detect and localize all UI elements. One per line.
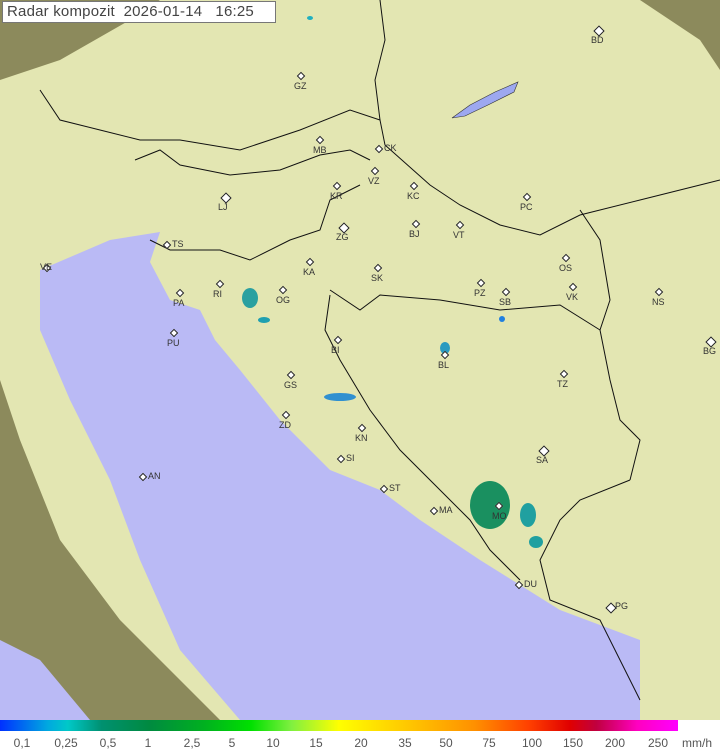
place-label: BG <box>703 346 717 356</box>
place-label: KC <box>407 191 420 201</box>
place-label: SA <box>536 455 549 465</box>
place-label: AN <box>148 471 161 481</box>
place-label: GS <box>284 380 298 390</box>
tyrrhenian-corner <box>0 640 90 720</box>
place-label: VZ <box>368 176 380 186</box>
legend-tick: 150 <box>562 736 584 750</box>
legend-tick: 75 <box>482 736 496 750</box>
place-label: KA <box>303 267 316 277</box>
legend-tick: 10 <box>266 736 280 750</box>
adriatic-sea <box>40 232 640 720</box>
legend-tick: 5 <box>228 736 236 750</box>
legend-tick: 0,25 <box>54 736 78 750</box>
place-label: PZ <box>474 288 486 298</box>
place-label: TZ <box>557 379 568 389</box>
country-borders <box>39 0 720 701</box>
place-label: CK <box>384 143 397 153</box>
place-label: ZD <box>279 420 291 430</box>
legend-unit: mm/h <box>682 736 712 750</box>
place-label: PC <box>520 202 533 212</box>
place-label: ZG <box>336 232 349 242</box>
precipitation-legend: 0,1 0,25 0,5 1 2,5 5 10 15 20 35 50 75 100 150 200 250 … <box>0 720 720 751</box>
place-label: SI <box>346 453 355 463</box>
legend-tick: 250 <box>647 736 669 750</box>
place-label: KR <box>330 191 343 201</box>
map-title: Radar kompozit 2026-01-14 16:25 <box>2 1 276 23</box>
place-label: GZ <box>294 81 307 91</box>
place-label: DU <box>524 579 537 589</box>
place-label: SB <box>499 297 512 307</box>
legend-tick: 200 <box>604 736 626 750</box>
place-label: BI <box>331 345 340 355</box>
place-label: BD <box>591 35 604 45</box>
legend-tick: 50 <box>439 736 453 750</box>
place-label: BJ <box>409 229 420 239</box>
map-canvas <box>0 0 720 720</box>
place-label: SK <box>371 273 384 283</box>
place-label: MO <box>492 511 507 521</box>
place-label: PU <box>167 338 180 348</box>
place-label: OS <box>559 263 573 273</box>
legend-tick: 35 <box>398 736 412 750</box>
place-label: PG <box>615 601 629 611</box>
place-label: NS <box>652 297 665 307</box>
legend-tick: 0,1 <box>13 736 31 750</box>
place-label: ST <box>389 483 401 493</box>
lake-balaton <box>451 81 519 119</box>
place-label: TS <box>172 239 184 249</box>
legend-tick: 1 <box>144 736 152 750</box>
radar-echoes <box>242 16 543 548</box>
place-label: VT <box>453 230 465 240</box>
legend-tick: 2,5 <box>183 736 201 750</box>
place-label: VE <box>40 262 53 272</box>
place-label: LJ <box>218 202 228 212</box>
place-label: RI <box>213 289 222 299</box>
legend-tick: 100 <box>521 736 543 750</box>
legend-tick: 20 <box>354 736 368 750</box>
place-label: MB <box>313 145 327 155</box>
place-label: MA <box>439 505 453 515</box>
legend-tick: 15 <box>309 736 323 750</box>
place-label: KN <box>355 433 368 443</box>
place-label: PA <box>173 298 185 308</box>
place-label: BL <box>438 360 450 370</box>
legend-tick: 0,5 <box>99 736 117 750</box>
place-label: VK <box>566 292 579 302</box>
place-label: OG <box>276 295 291 305</box>
legend-color-bar <box>0 720 678 731</box>
